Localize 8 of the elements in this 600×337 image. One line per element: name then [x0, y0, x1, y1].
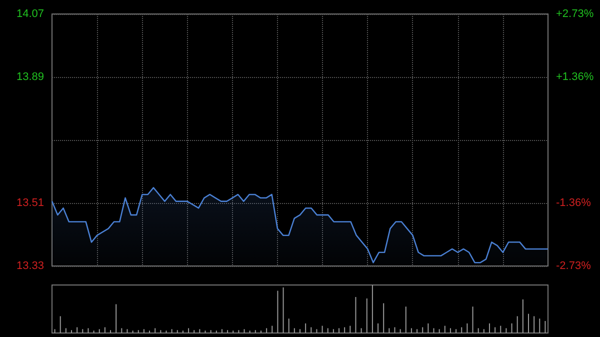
y-tick-label: 14.07	[16, 8, 44, 20]
y-tick-label: 13.33	[16, 260, 44, 272]
y2-tick-label: +1.36%	[556, 71, 594, 83]
y-tick-label: 13.51	[16, 197, 44, 209]
y2-tick-label: +2.73%	[556, 8, 594, 20]
y2-tick-label: -2.73%	[556, 260, 592, 272]
y2-tick-label: -1.36%	[556, 197, 592, 209]
y-tick-label: 13.89	[16, 71, 44, 83]
